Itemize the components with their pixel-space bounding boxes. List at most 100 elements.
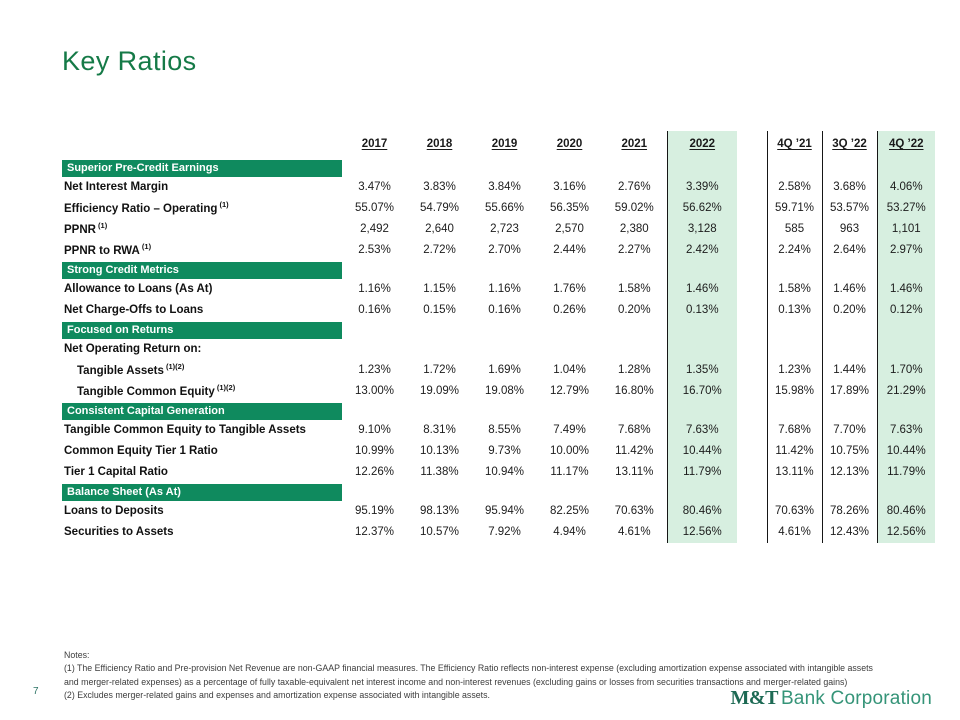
metric-value — [876, 483, 935, 501]
section-header-bar: Superior Pre-Credit Earnings — [62, 159, 342, 177]
metric-value: 7.49% — [553, 423, 586, 436]
column-gap — [737, 177, 767, 198]
metric-value: 12.56% — [666, 522, 737, 543]
metric-label: PPNR (1) — [64, 221, 108, 237]
metric-value: 7.68% — [617, 423, 651, 436]
section-label-cell: Strong Credit Metrics — [62, 261, 342, 279]
metric-value: 4.61% — [766, 522, 822, 543]
metric-value: 59.71% — [766, 198, 822, 219]
metric-value: 10.75% — [821, 441, 877, 462]
metric-value: 53.57% — [821, 198, 877, 219]
metric-value: 10.44% — [876, 441, 935, 462]
metric-value: 585 — [766, 219, 822, 240]
metric-value — [407, 261, 472, 279]
metric-value: 2.64% — [821, 240, 877, 261]
key-ratios-table: 2017 2018 2019 2020 2021 2022 4Q ’21 3Q ’22 4Q ’… — [62, 131, 935, 543]
metric-value: 10.00% — [549, 444, 589, 457]
year-header-label: 2020 — [556, 138, 583, 151]
metric-row: PPNR (1) 2,492 2,640 2,723 2,570 2,380 3,128 58… — [62, 219, 935, 240]
metric-label: PPNR to RWA (1) — [64, 242, 152, 258]
metric-value: 10.94% — [484, 465, 524, 478]
metric-value: 2.24% — [766, 240, 822, 261]
metric-value: 10.13% — [419, 444, 459, 457]
metric-value — [666, 321, 737, 339]
metric-value: 11.79% — [876, 462, 935, 483]
metric-value — [876, 339, 935, 360]
metric-label: Common Equity Tier 1 Ratio — [64, 444, 218, 457]
metric-label: Tangible Common Equity to Tangible Asset… — [64, 423, 306, 436]
metric-value: 1.58% — [766, 279, 822, 300]
metric-value — [666, 483, 737, 501]
metric-value — [766, 261, 822, 279]
metric-label: Tangible Assets (1)(2) — [77, 362, 185, 378]
metric-value: 56.35% — [549, 201, 589, 214]
year-header: 2021 — [602, 131, 667, 159]
year-header-label: 2022 — [689, 138, 716, 151]
metric-value: 15.98% — [766, 381, 822, 402]
column-gap — [737, 402, 767, 420]
metric-value: 2,570 — [555, 222, 584, 235]
metric-value: 2.76% — [617, 180, 651, 193]
metric-value — [602, 261, 667, 279]
metric-row: Tangible Common Equity (1)(2) 13.00% 19.09… — [62, 381, 935, 402]
metric-value: 80.46% — [876, 501, 935, 522]
metric-value — [537, 321, 602, 339]
year-header-label: 2019 — [491, 138, 518, 151]
metric-row: Net Interest Margin 3.47% 3.83% 3.84% 3.16% 2… — [62, 177, 935, 198]
column-gap — [737, 321, 767, 339]
metric-value: 1.70% — [876, 360, 935, 381]
metric-value — [537, 159, 602, 177]
page-title: Key Ratios — [62, 46, 197, 76]
metric-value: 4.06% — [876, 177, 935, 198]
metric-value — [537, 339, 602, 360]
metric-value — [602, 339, 667, 360]
footnote-marker: (1) — [95, 221, 108, 231]
metric-value: 2.72% — [423, 243, 456, 256]
section-label-cell: Focused on Returns — [62, 321, 342, 339]
metric-value: 0.12% — [876, 300, 935, 321]
metric-value: 0.15% — [423, 303, 456, 316]
metric-value: 2.27% — [617, 243, 651, 256]
year-header-label: 2017 — [361, 138, 388, 151]
metric-value: 3.47% — [358, 180, 391, 193]
metric-label: Tangible Common Equity (1)(2) — [77, 383, 236, 399]
metric-row: Net Charge-Offs to Loans 0.16% 0.15% 0.16% 0… — [62, 300, 935, 321]
footnote-marker: (1) — [139, 242, 152, 252]
metric-value: 1.23% — [358, 363, 391, 376]
metric-value: 55.07% — [354, 201, 394, 214]
metric-value: 2.44% — [553, 243, 586, 256]
metric-value — [876, 402, 935, 420]
year-header-label: 2018 — [426, 138, 453, 151]
metric-value: 0.13% — [766, 300, 822, 321]
metric-value: 2.53% — [358, 243, 391, 256]
notes: Notes: (1) The Efficiency Ratio and Pre-… — [64, 649, 873, 703]
metric-value — [876, 321, 935, 339]
metric-label: Tier 1 Capital Ratio — [64, 465, 168, 478]
metric-value — [821, 402, 877, 420]
column-gap — [737, 339, 767, 360]
metric-value: 3.68% — [821, 177, 877, 198]
column-gap — [737, 360, 767, 381]
metric-value: 7.92% — [488, 525, 521, 538]
metric-value — [537, 261, 602, 279]
metric-value: 8.31% — [423, 423, 456, 436]
metric-label-cell: Tangible Common Equity (1)(2) — [62, 381, 342, 402]
metric-value — [821, 321, 877, 339]
metric-value: 0.16% — [358, 303, 391, 316]
metric-label-cell: Securities to Assets — [62, 522, 342, 543]
metric-value — [666, 159, 737, 177]
section-header-bar: Strong Credit Metrics — [62, 261, 342, 279]
metric-label-cell: Common Equity Tier 1 Ratio — [62, 441, 342, 462]
metric-value: 95.94% — [484, 504, 524, 517]
metric-value: 10.57% — [419, 525, 459, 538]
metric-value: 11.38% — [420, 465, 459, 478]
metric-value: 10.44% — [666, 441, 737, 462]
metric-row: Net Operating Return on: — [62, 339, 935, 360]
logo-mt-text: M&T — [730, 687, 779, 709]
metric-value: 1.23% — [766, 360, 822, 381]
metric-row: Common Equity Tier 1 Ratio 10.99% 10.13% 9.… — [62, 441, 935, 462]
metric-value — [602, 402, 667, 420]
metric-row: Efficiency Ratio – Operating (1) 55.07% 54… — [62, 198, 935, 219]
metric-value: 7.63% — [666, 420, 737, 441]
metric-value: 1.46% — [821, 279, 877, 300]
